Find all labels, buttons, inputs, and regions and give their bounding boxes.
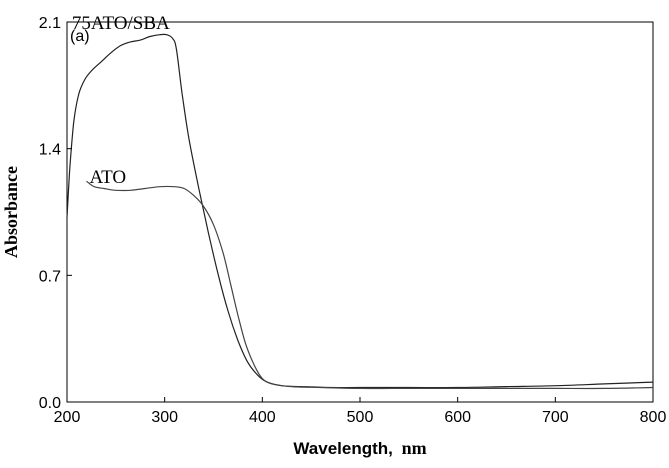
series-line-ato-sba — [66, 33, 654, 389]
series-layer: 75ATO/SBA ATO — [66, 13, 654, 390]
y-tick-label: 0.0 — [39, 395, 61, 412]
x-tick-label: 700 — [542, 409, 569, 426]
x-tick-label: 800 — [640, 409, 667, 426]
x-tick-label: 300 — [151, 409, 178, 426]
y-axis-title: Absorbance — [1, 166, 21, 258]
x-tick-label: 200 — [54, 409, 81, 426]
ticks-layer: 200 300 400 500 600 700 800 0.0 0.7 1.4 2.1 — [39, 15, 667, 426]
x-tick-label: 400 — [249, 409, 276, 426]
y-tick-label: 0.7 — [39, 268, 61, 285]
x-tick-label: 500 — [347, 409, 374, 426]
series-label-ato-sba: 75ATO/SBA — [72, 13, 170, 34]
x-axis-title-unit: nm — [402, 438, 427, 458]
x-tick-label: 600 — [444, 409, 471, 426]
plot-area — [66, 21, 654, 403]
series-label-ato: ATO — [89, 167, 126, 188]
panel-label: (a) — [70, 28, 90, 45]
y-tick-label: 2.1 — [39, 15, 61, 32]
plot-frame — [66, 21, 654, 403]
x-axis-title-main: Wavelength, — [293, 439, 393, 458]
labels-layer: (a) Wavelength, nm Absorbance — [1, 28, 427, 458]
series-line-ato — [86, 180, 654, 390]
x-axis-title: Wavelength, nm — [293, 438, 426, 458]
y-tick-label: 1.4 — [39, 142, 61, 159]
